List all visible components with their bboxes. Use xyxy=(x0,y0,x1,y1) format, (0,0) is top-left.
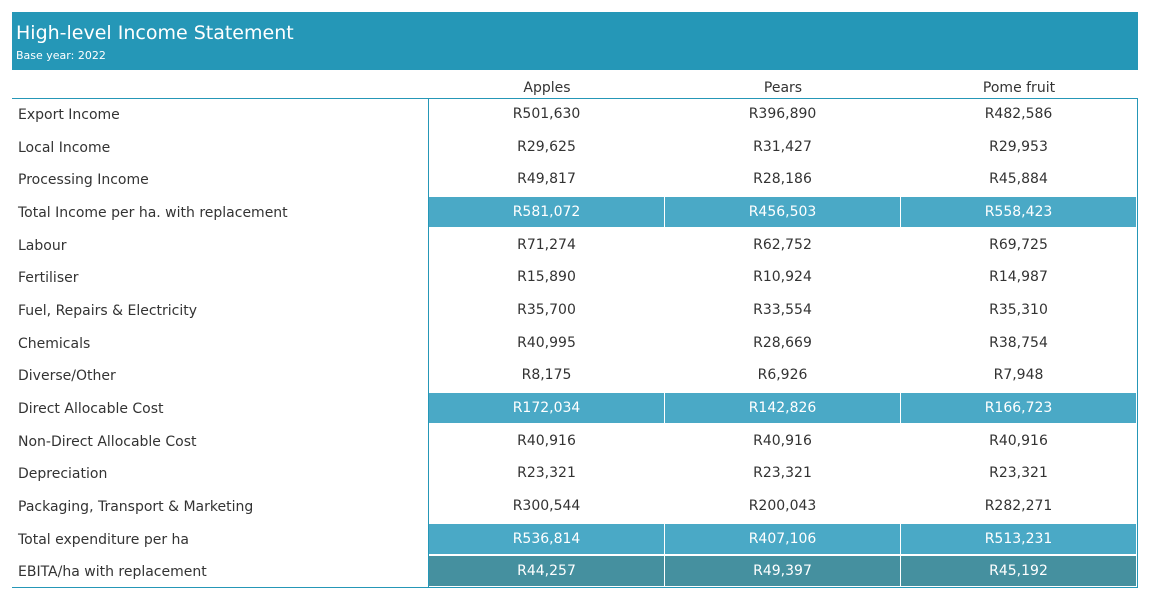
table-row: Fertiliser R15,890 R10,924 R14,987 xyxy=(12,262,1138,294)
row-value-pome-fruit: R7,948 xyxy=(993,367,1044,383)
column-header-pome-fruit: Pome fruit xyxy=(982,80,1056,96)
row-label: Chemicals xyxy=(18,336,91,352)
table-bottom-border xyxy=(12,587,1138,588)
table-row: Total Income per ha. with replacement R58… xyxy=(12,197,1138,229)
row-label: Fuel, Repairs & Electricity xyxy=(18,303,198,319)
row-value-pears: R396,890 xyxy=(748,106,817,122)
table-row: Chemicals R40,995 R28,669 R38,754 xyxy=(12,328,1138,360)
table-row: EBITA/ha with replacement R44,257 R49,397 R… xyxy=(12,556,1138,588)
table-row: Packaging, Transport & Marketing R300,544… xyxy=(12,491,1138,523)
table-row: Direct Allocable Cost R172,034 R142,826 R16… xyxy=(12,393,1138,425)
column-header-apples: Apples xyxy=(523,80,571,96)
row-label: Packaging, Transport & Marketing xyxy=(18,499,254,515)
row-value-pome-fruit: R29,953 xyxy=(989,139,1048,155)
row-label: Total expenditure per ha xyxy=(18,532,189,548)
table-row: Non-Direct Allocable Cost R40,916 R40,916 R… xyxy=(12,426,1138,458)
table-row: Labour R71,274 R62,752 R69,725 xyxy=(12,230,1138,262)
row-value-pome-fruit: R14,987 xyxy=(989,269,1048,285)
table-left-divider xyxy=(428,98,429,588)
row-value-apples: R40,916 xyxy=(517,433,576,449)
row-value-pears: R10,924 xyxy=(753,269,812,285)
row-value-apples: R29,625 xyxy=(517,139,576,155)
row-label: Non-Direct Allocable Cost xyxy=(18,434,197,450)
row-label: Total Income per ha. with replacement xyxy=(18,205,288,221)
row-value-pome-fruit: R35,310 xyxy=(989,302,1048,318)
table-row: Export Income R501,630 R396,890 R482,586 xyxy=(12,99,1138,131)
row-value-apples: R49,817 xyxy=(517,171,576,187)
table-row: Fuel, Repairs & Electricity R35,700 R33,55… xyxy=(12,295,1138,327)
row-value-pome-fruit: R558,423 xyxy=(901,197,1136,227)
table-row: Total expenditure per ha R536,814 R407,106… xyxy=(12,524,1138,556)
row-value-pears: R28,186 xyxy=(753,171,812,187)
row-value-apples: R501,630 xyxy=(512,106,581,122)
row-value-pome-fruit: R40,916 xyxy=(989,433,1048,449)
row-value-pome-fruit: R166,723 xyxy=(901,393,1136,423)
row-label: Processing Income xyxy=(18,172,149,188)
row-value-pears: R40,916 xyxy=(753,433,812,449)
row-value-apples: R23,321 xyxy=(517,465,576,481)
report-title: High-level Income Statement xyxy=(16,22,294,44)
row-label: Fertiliser xyxy=(18,270,79,286)
row-value-pome-fruit: R513,231 xyxy=(901,524,1136,554)
row-label: Local Income xyxy=(18,140,111,156)
row-value-pears: R200,043 xyxy=(748,498,817,514)
row-value-apples: R15,890 xyxy=(517,269,576,285)
row-value-apples: R172,034 xyxy=(429,393,664,423)
row-value-pears: R407,106 xyxy=(665,524,900,554)
row-value-pears: R28,669 xyxy=(753,335,812,351)
table-row: Local Income R29,625 R31,427 R29,953 xyxy=(12,132,1138,164)
row-value-pears: R23,321 xyxy=(753,465,812,481)
row-value-pears: R33,554 xyxy=(753,302,812,318)
row-label: Direct Allocable Cost xyxy=(18,401,164,417)
column-header-pears: Pears xyxy=(763,80,803,96)
report-subtitle: Base year: 2022 xyxy=(16,49,106,62)
row-value-pome-fruit: R45,192 xyxy=(901,556,1136,586)
row-label: Depreciation xyxy=(18,466,108,482)
row-value-pears: R142,826 xyxy=(665,393,900,423)
row-value-pears: R456,503 xyxy=(665,197,900,227)
row-value-apples: R8,175 xyxy=(521,367,572,383)
row-label: Labour xyxy=(18,238,67,254)
row-value-apples: R71,274 xyxy=(517,237,576,253)
row-value-pome-fruit: R23,321 xyxy=(989,465,1048,481)
row-value-apples: R40,995 xyxy=(517,335,576,351)
report-header: High-level Income Statement Base year: 2… xyxy=(12,12,1138,70)
row-value-apples: R35,700 xyxy=(517,302,576,318)
row-value-pome-fruit: R38,754 xyxy=(989,335,1048,351)
row-label: Diverse/Other xyxy=(18,368,116,384)
row-label: Export Income xyxy=(18,107,120,123)
row-value-pears: R31,427 xyxy=(753,139,812,155)
table-right-border xyxy=(1137,98,1138,588)
table-row: Diverse/Other R8,175 R6,926 R7,948 xyxy=(12,360,1138,392)
row-value-pears: R49,397 xyxy=(665,556,900,586)
table-row: Processing Income R49,817 R28,186 R45,884 xyxy=(12,164,1138,196)
row-value-pome-fruit: R45,884 xyxy=(989,171,1048,187)
row-value-apples: R536,814 xyxy=(429,524,664,554)
row-value-apples: R44,257 xyxy=(429,556,664,586)
row-value-pears: R62,752 xyxy=(753,237,812,253)
row-value-pears: R6,926 xyxy=(757,367,808,383)
row-label: EBITA/ha with replacement xyxy=(18,564,207,580)
table-top-border xyxy=(12,98,1138,99)
row-value-pome-fruit: R282,271 xyxy=(984,498,1053,514)
row-value-apples: R581,072 xyxy=(429,197,664,227)
row-value-pome-fruit: R69,725 xyxy=(989,237,1048,253)
row-value-pome-fruit: R482,586 xyxy=(984,106,1053,122)
table-row: Depreciation R23,321 R23,321 R23,321 xyxy=(12,458,1138,490)
row-value-apples: R300,544 xyxy=(512,498,581,514)
